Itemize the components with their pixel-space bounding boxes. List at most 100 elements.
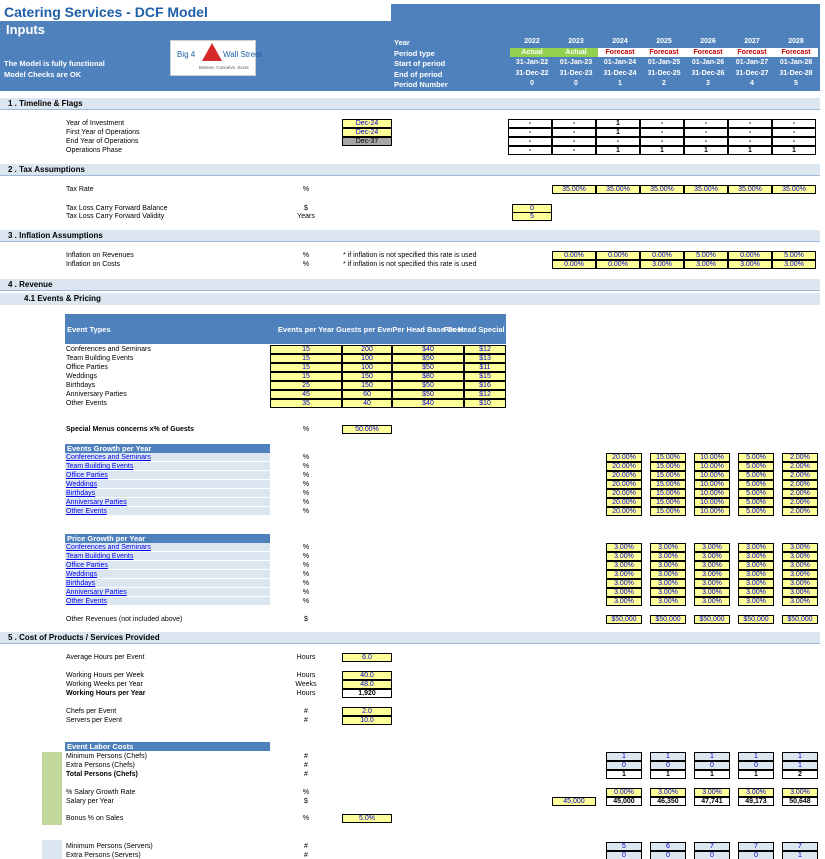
other-revenue-input[interactable]: $50,000: [738, 615, 774, 624]
events-per-year-input[interactable]: 15: [270, 345, 342, 354]
tax-rate-input[interactable]: 35.00%: [596, 185, 640, 194]
work-weeks-year-input[interactable]: 48.0: [342, 680, 392, 689]
sal-growth-cell[interactable]: 0.00%: [606, 788, 642, 797]
special-menu-input[interactable]: $16: [464, 381, 506, 390]
price-growth-row-link[interactable]: Other Events: [65, 597, 270, 606]
price-growth-input[interactable]: 3.00%: [782, 543, 818, 552]
other-revenue-input[interactable]: $50,000: [694, 615, 730, 624]
special-menu-input[interactable]: $15: [464, 372, 506, 381]
guests-per-event-input[interactable]: 100: [342, 363, 392, 372]
price-growth-input[interactable]: 3.00%: [782, 588, 818, 597]
special-menu-input[interactable]: $13: [464, 354, 506, 363]
price-growth-input[interactable]: 3.00%: [606, 588, 642, 597]
price-growth-input[interactable]: 3.00%: [738, 579, 774, 588]
special-menu-input[interactable]: $12: [464, 390, 506, 399]
events-growth-input[interactable]: 2.00%: [782, 453, 818, 462]
price-growth-input[interactable]: 3.00%: [650, 588, 686, 597]
price-growth-input[interactable]: 3.00%: [738, 588, 774, 597]
events-growth-input[interactable]: 10.00%: [694, 462, 730, 471]
other-revenue-input[interactable]: $50,000: [606, 615, 642, 624]
guests-per-event-input[interactable]: 150: [342, 381, 392, 390]
events-per-year-input[interactable]: 15: [270, 372, 342, 381]
tax-rate-input[interactable]: 35.00%: [640, 185, 684, 194]
price-growth-input[interactable]: 3.00%: [782, 552, 818, 561]
price-growth-input[interactable]: 3.00%: [694, 588, 730, 597]
inflation-cost-input[interactable]: 3.00%: [640, 260, 684, 269]
bonus-input[interactable]: 5.0%: [342, 814, 392, 823]
timeline-input[interactable]: Dec-24: [342, 119, 392, 128]
base-cost-input[interactable]: $50: [392, 381, 464, 390]
events-growth-input[interactable]: 10.00%: [694, 489, 730, 498]
events-growth-input[interactable]: 5.00%: [738, 507, 774, 516]
sal-growth-cell[interactable]: 3.00%: [738, 788, 774, 797]
events-per-year-input[interactable]: 45: [270, 390, 342, 399]
events-growth-input[interactable]: 10.00%: [694, 471, 730, 480]
price-growth-input[interactable]: 3.00%: [694, 543, 730, 552]
special-menus-input[interactable]: 50.00%: [342, 425, 392, 434]
price-growth-input[interactable]: 3.00%: [606, 552, 642, 561]
events-growth-input[interactable]: 20.00%: [606, 489, 642, 498]
events-growth-input[interactable]: 2.00%: [782, 462, 818, 471]
inflation-revenue-input[interactable]: 5.00%: [684, 251, 728, 260]
tax-rate-input[interactable]: 35.00%: [552, 185, 596, 194]
events-growth-input[interactable]: 15.00%: [650, 489, 686, 498]
events-growth-input[interactable]: 10.00%: [694, 507, 730, 516]
price-growth-input[interactable]: 3.00%: [650, 579, 686, 588]
sal-growth-cell[interactable]: 3.00%: [650, 788, 686, 797]
other-revenue-input[interactable]: $50,000: [650, 615, 686, 624]
guests-per-event-input[interactable]: 150: [342, 372, 392, 381]
price-growth-row-link[interactable]: Conferences and Seminars: [65, 543, 270, 552]
price-growth-input[interactable]: 3.00%: [694, 597, 730, 606]
price-growth-input[interactable]: 3.00%: [738, 543, 774, 552]
price-growth-input[interactable]: 3.00%: [606, 597, 642, 606]
tax-loss-validity-input[interactable]: 5: [512, 212, 552, 221]
events-growth-row-link[interactable]: Other Events: [65, 507, 270, 516]
base-cost-input[interactable]: $50: [392, 363, 464, 372]
events-growth-input[interactable]: 15.00%: [650, 507, 686, 516]
events-per-year-input[interactable]: 15: [270, 363, 342, 372]
sal-growth-cell[interactable]: 3.00%: [694, 788, 730, 797]
inflation-revenue-input[interactable]: 0.00%: [640, 251, 684, 260]
base-cost-input[interactable]: $40: [392, 345, 464, 354]
guests-per-event-input[interactable]: 60: [342, 390, 392, 399]
events-growth-input[interactable]: 10.00%: [694, 453, 730, 462]
events-growth-input[interactable]: 20.00%: [606, 453, 642, 462]
price-growth-input[interactable]: 3.00%: [782, 597, 818, 606]
events-growth-input[interactable]: 2.00%: [782, 471, 818, 480]
inflation-cost-input[interactable]: 3.00%: [684, 260, 728, 269]
events-growth-input[interactable]: 20.00%: [606, 471, 642, 480]
price-growth-input[interactable]: 3.00%: [694, 552, 730, 561]
events-growth-input[interactable]: 5.00%: [738, 489, 774, 498]
events-growth-input[interactable]: 5.00%: [738, 498, 774, 507]
events-growth-row-link[interactable]: Conferences and Seminars: [65, 453, 270, 462]
guests-per-event-input[interactable]: 100: [342, 354, 392, 363]
events-per-year-input[interactable]: 15: [270, 354, 342, 363]
tax-rate-input[interactable]: 35.00%: [684, 185, 728, 194]
events-growth-input[interactable]: 10.00%: [694, 498, 730, 507]
price-growth-input[interactable]: 3.00%: [694, 570, 730, 579]
events-growth-input[interactable]: 2.00%: [782, 480, 818, 489]
price-growth-row-link[interactable]: Anniversary Parties: [65, 588, 270, 597]
price-growth-row-link[interactable]: Team Building Events: [65, 552, 270, 561]
events-growth-row-link[interactable]: Weddings: [65, 480, 270, 489]
events-growth-input[interactable]: 15.00%: [650, 453, 686, 462]
price-growth-input[interactable]: 3.00%: [782, 570, 818, 579]
price-growth-row-link[interactable]: Birthdays: [65, 579, 270, 588]
guests-per-event-input[interactable]: 200: [342, 345, 392, 354]
events-per-year-input[interactable]: 25: [270, 381, 342, 390]
inflation-cost-input[interactable]: 0.00%: [596, 260, 640, 269]
base-cost-input[interactable]: $80: [392, 372, 464, 381]
price-growth-input[interactable]: 3.00%: [606, 561, 642, 570]
events-growth-row-link[interactable]: Team Building Events: [65, 462, 270, 471]
price-growth-input[interactable]: 3.00%: [738, 597, 774, 606]
events-growth-row-link[interactable]: Office Parties: [65, 471, 270, 480]
price-growth-input[interactable]: 3.00%: [650, 561, 686, 570]
chefs-per-event-input[interactable]: 2.0: [342, 707, 392, 716]
other-revenue-input[interactable]: $50,000: [782, 615, 818, 624]
inflation-revenue-input[interactable]: 5.00%: [772, 251, 816, 260]
price-growth-input[interactable]: 3.00%: [694, 561, 730, 570]
inflation-revenue-input[interactable]: 0.00%: [552, 251, 596, 260]
events-growth-input[interactable]: 20.00%: [606, 507, 642, 516]
events-growth-input[interactable]: 5.00%: [738, 480, 774, 489]
price-growth-input[interactable]: 3.00%: [606, 579, 642, 588]
